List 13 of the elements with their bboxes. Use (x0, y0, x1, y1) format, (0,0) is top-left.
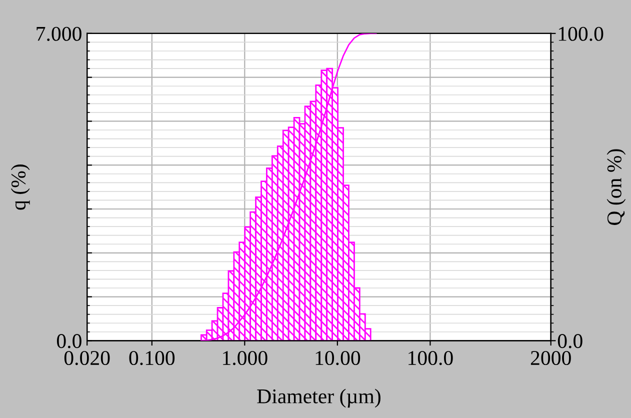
y2-tick-label: 100.0 (558, 26, 604, 41)
x-tick-label: 0.020 (64, 350, 110, 366)
x-axis-title: Diameter (µm) (257, 388, 380, 408)
y2-axis-title: Q (on %) (606, 149, 626, 225)
y-tick-label: 7.000 (36, 26, 82, 41)
x-tick-label: 1.000 (223, 350, 268, 366)
y2-tick-label: 0.0 (558, 334, 582, 348)
y-axis-title: q (%) (10, 164, 30, 210)
x-tick-label: 0.100 (129, 350, 175, 366)
x-tick-label: 100.0 (408, 350, 453, 366)
line-series (200, 33, 377, 341)
x-tick-label: 10.00 (316, 350, 360, 366)
x-tick-label: 2000 (530, 350, 571, 366)
